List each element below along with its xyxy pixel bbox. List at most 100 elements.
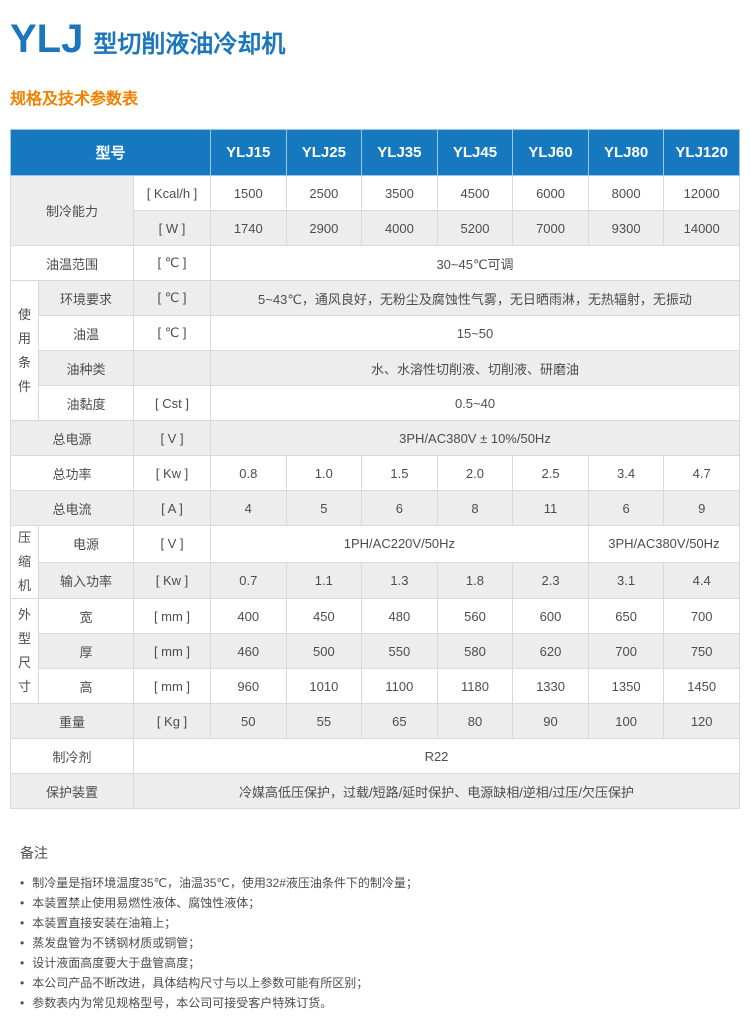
group-label-text: 压缩机	[17, 530, 31, 593]
unit-label	[133, 350, 211, 386]
spec-value: 80	[436, 703, 514, 739]
notes-list: • 制冷量是指环境温度35℃，油温35℃，使用32#液压油条件下的制冷量； • 本装…	[20, 876, 740, 1011]
table-row: 保护装置 冷媒高低压保护，过载/短路/延时保护、电源缺相/逆相/过压/欠压保护	[10, 773, 740, 809]
table-row: 油温范围 [ ℃ ] 30~45℃可调	[10, 245, 740, 281]
model-column-header: YLJ25	[285, 129, 363, 176]
note-item: • 制冷量是指环境温度35℃，油温35℃，使用32#液压油条件下的制冷量；	[20, 876, 740, 891]
spec-value: 5200	[436, 210, 514, 246]
spec-value: 90	[512, 703, 589, 739]
note-text: 本装置直接安装在油箱上；	[32, 916, 177, 930]
page-title: YLJ 型切削液油冷却机	[10, 18, 740, 60]
note-text: 设计液面高度要大于盘管高度；	[32, 956, 201, 970]
note-item: • 本公司产品不断改进，具体结构尺寸与以上参数可能有所区别；	[20, 976, 740, 991]
spec-value: 4000	[361, 210, 438, 246]
row-label: 输入功率	[38, 561, 134, 599]
spec-value: 600	[512, 598, 589, 634]
note-item: • 本装置禁止使用易燃性液体、腐蚀性液体；	[20, 896, 740, 911]
spec-value: 3PH/AC380V ± 10%/50Hz	[210, 420, 740, 456]
spec-value: R22	[133, 738, 740, 774]
group-label-vertical: 使用条件	[10, 280, 39, 421]
spec-value: 30~45℃可调	[210, 245, 740, 281]
spec-value: 400	[210, 598, 287, 634]
spec-value: 1350	[587, 668, 665, 704]
unit-label: [ mm ]	[133, 668, 211, 704]
spec-value: 2500	[285, 175, 363, 211]
row-label: 油温范围	[10, 245, 134, 281]
spec-value: 1180	[436, 668, 514, 704]
table-row: 油温 [ ℃ ] 15~50	[11, 315, 740, 351]
spec-value: 8	[436, 490, 514, 526]
note-text: 本公司产品不断改进，具体结构尺寸与以上参数可能有所区别；	[32, 976, 369, 990]
spec-value: 1.1	[285, 561, 363, 599]
spec-value: 4.7	[663, 455, 740, 491]
group-label-text: 外型尺寸	[17, 607, 31, 694]
spec-value: 100	[587, 703, 665, 739]
model-header-label: 型号	[10, 129, 211, 176]
spec-value: 650	[587, 598, 665, 634]
spec-value: 560	[436, 598, 514, 634]
row-label: 重量	[10, 703, 134, 739]
table-header-row: 型号 YLJ15 YLJ25 YLJ35 YLJ45 YLJ60 YLJ80 Y…	[10, 129, 740, 176]
row-label: 厚	[38, 633, 134, 669]
spec-value: 4.4	[663, 561, 740, 599]
spec-value: 2900	[285, 210, 363, 246]
spec-value: 12000	[663, 175, 740, 211]
unit-label: [ mm ]	[133, 598, 211, 634]
note-text: 本装置禁止使用易燃性液体、腐蚀性液体；	[32, 896, 261, 910]
unit-label: [ Kw ]	[133, 561, 211, 599]
title-suffix: 型切削液油冷却机	[93, 31, 286, 58]
unit-label: [ W ]	[133, 210, 211, 246]
spec-value: 9	[663, 490, 740, 526]
spec-value: 3500	[361, 175, 438, 211]
model-column-header: YLJ45	[436, 129, 514, 176]
spec-value: 8000	[587, 175, 665, 211]
bullet-icon: •	[20, 896, 25, 910]
table-row: 制冷剂 R22	[10, 738, 740, 774]
bullet-icon: •	[20, 936, 25, 950]
spec-value: 7000	[512, 210, 589, 246]
spec-value: 50	[210, 703, 287, 739]
spec-value: 1.0	[285, 455, 363, 491]
unit-label: [ Cst ]	[133, 385, 211, 421]
note-text: 制冷量是指环境温度35℃，油温35℃，使用32#液压油条件下的制冷量；	[32, 876, 418, 890]
note-item: • 蒸发盘管为不锈钢材质或铜管；	[20, 936, 740, 951]
spec-value: 450	[285, 598, 363, 634]
table-row: 压缩机 电源 [ V ] 1PH/AC220V/50Hz 3PH/AC380V/…	[10, 525, 741, 599]
spec-value: 0.5~40	[210, 385, 740, 421]
spec-value: 65	[361, 703, 438, 739]
spec-value: 750	[663, 633, 740, 669]
spec-value: 0.7	[210, 561, 287, 599]
row-label: 环境要求	[38, 280, 134, 316]
spec-value: 1330	[512, 668, 589, 704]
spec-value: 5	[285, 490, 363, 526]
spec-value: 9300	[587, 210, 665, 246]
group-label-vertical: 外型尺寸	[10, 598, 39, 704]
spec-value: 2.0	[436, 455, 514, 491]
spec-value: 550	[361, 633, 438, 669]
spec-value: 5~43℃，通风良好，无粉尘及腐蚀性气雾，无日晒雨淋，无热辐射，无振动	[210, 280, 740, 316]
note-item: • 本装置直接安装在油箱上；	[20, 916, 740, 931]
spec-value: 2.5	[512, 455, 589, 491]
row-label: 高	[38, 668, 134, 704]
row-label: 保护装置	[10, 773, 134, 809]
unit-label: [ ℃ ]	[133, 245, 211, 281]
bullet-icon: •	[20, 956, 25, 970]
unit-label: [ A ]	[133, 490, 211, 526]
spec-value: 4	[210, 490, 287, 526]
table-row: 油种类 水、水溶性切削液、切削液、研磨油	[11, 350, 740, 386]
section-subtitle: 规格及技术参数表	[10, 91, 139, 108]
spec-value: 620	[512, 633, 589, 669]
spec-value: 6000	[512, 175, 589, 211]
spec-value: 冷媒高低压保护，过载/短路/延时保护、电源缺相/逆相/过压/欠压保护	[133, 773, 740, 809]
model-column-header: YLJ35	[361, 129, 438, 176]
spec-value: 1010	[285, 668, 363, 704]
spec-value: 4500	[436, 175, 514, 211]
table-row: 总功率 [ Kw ] 0.8 1.0 1.5 2.0 2.5 3.4 4.7	[10, 455, 740, 491]
unit-label: [ Kg ]	[133, 703, 211, 739]
spec-value: 2.3	[512, 561, 589, 599]
spec-value: 960	[210, 668, 287, 704]
model-column-header: YLJ15	[210, 129, 287, 176]
spec-value: 120	[663, 703, 740, 739]
row-label: 油黏度	[38, 385, 134, 421]
